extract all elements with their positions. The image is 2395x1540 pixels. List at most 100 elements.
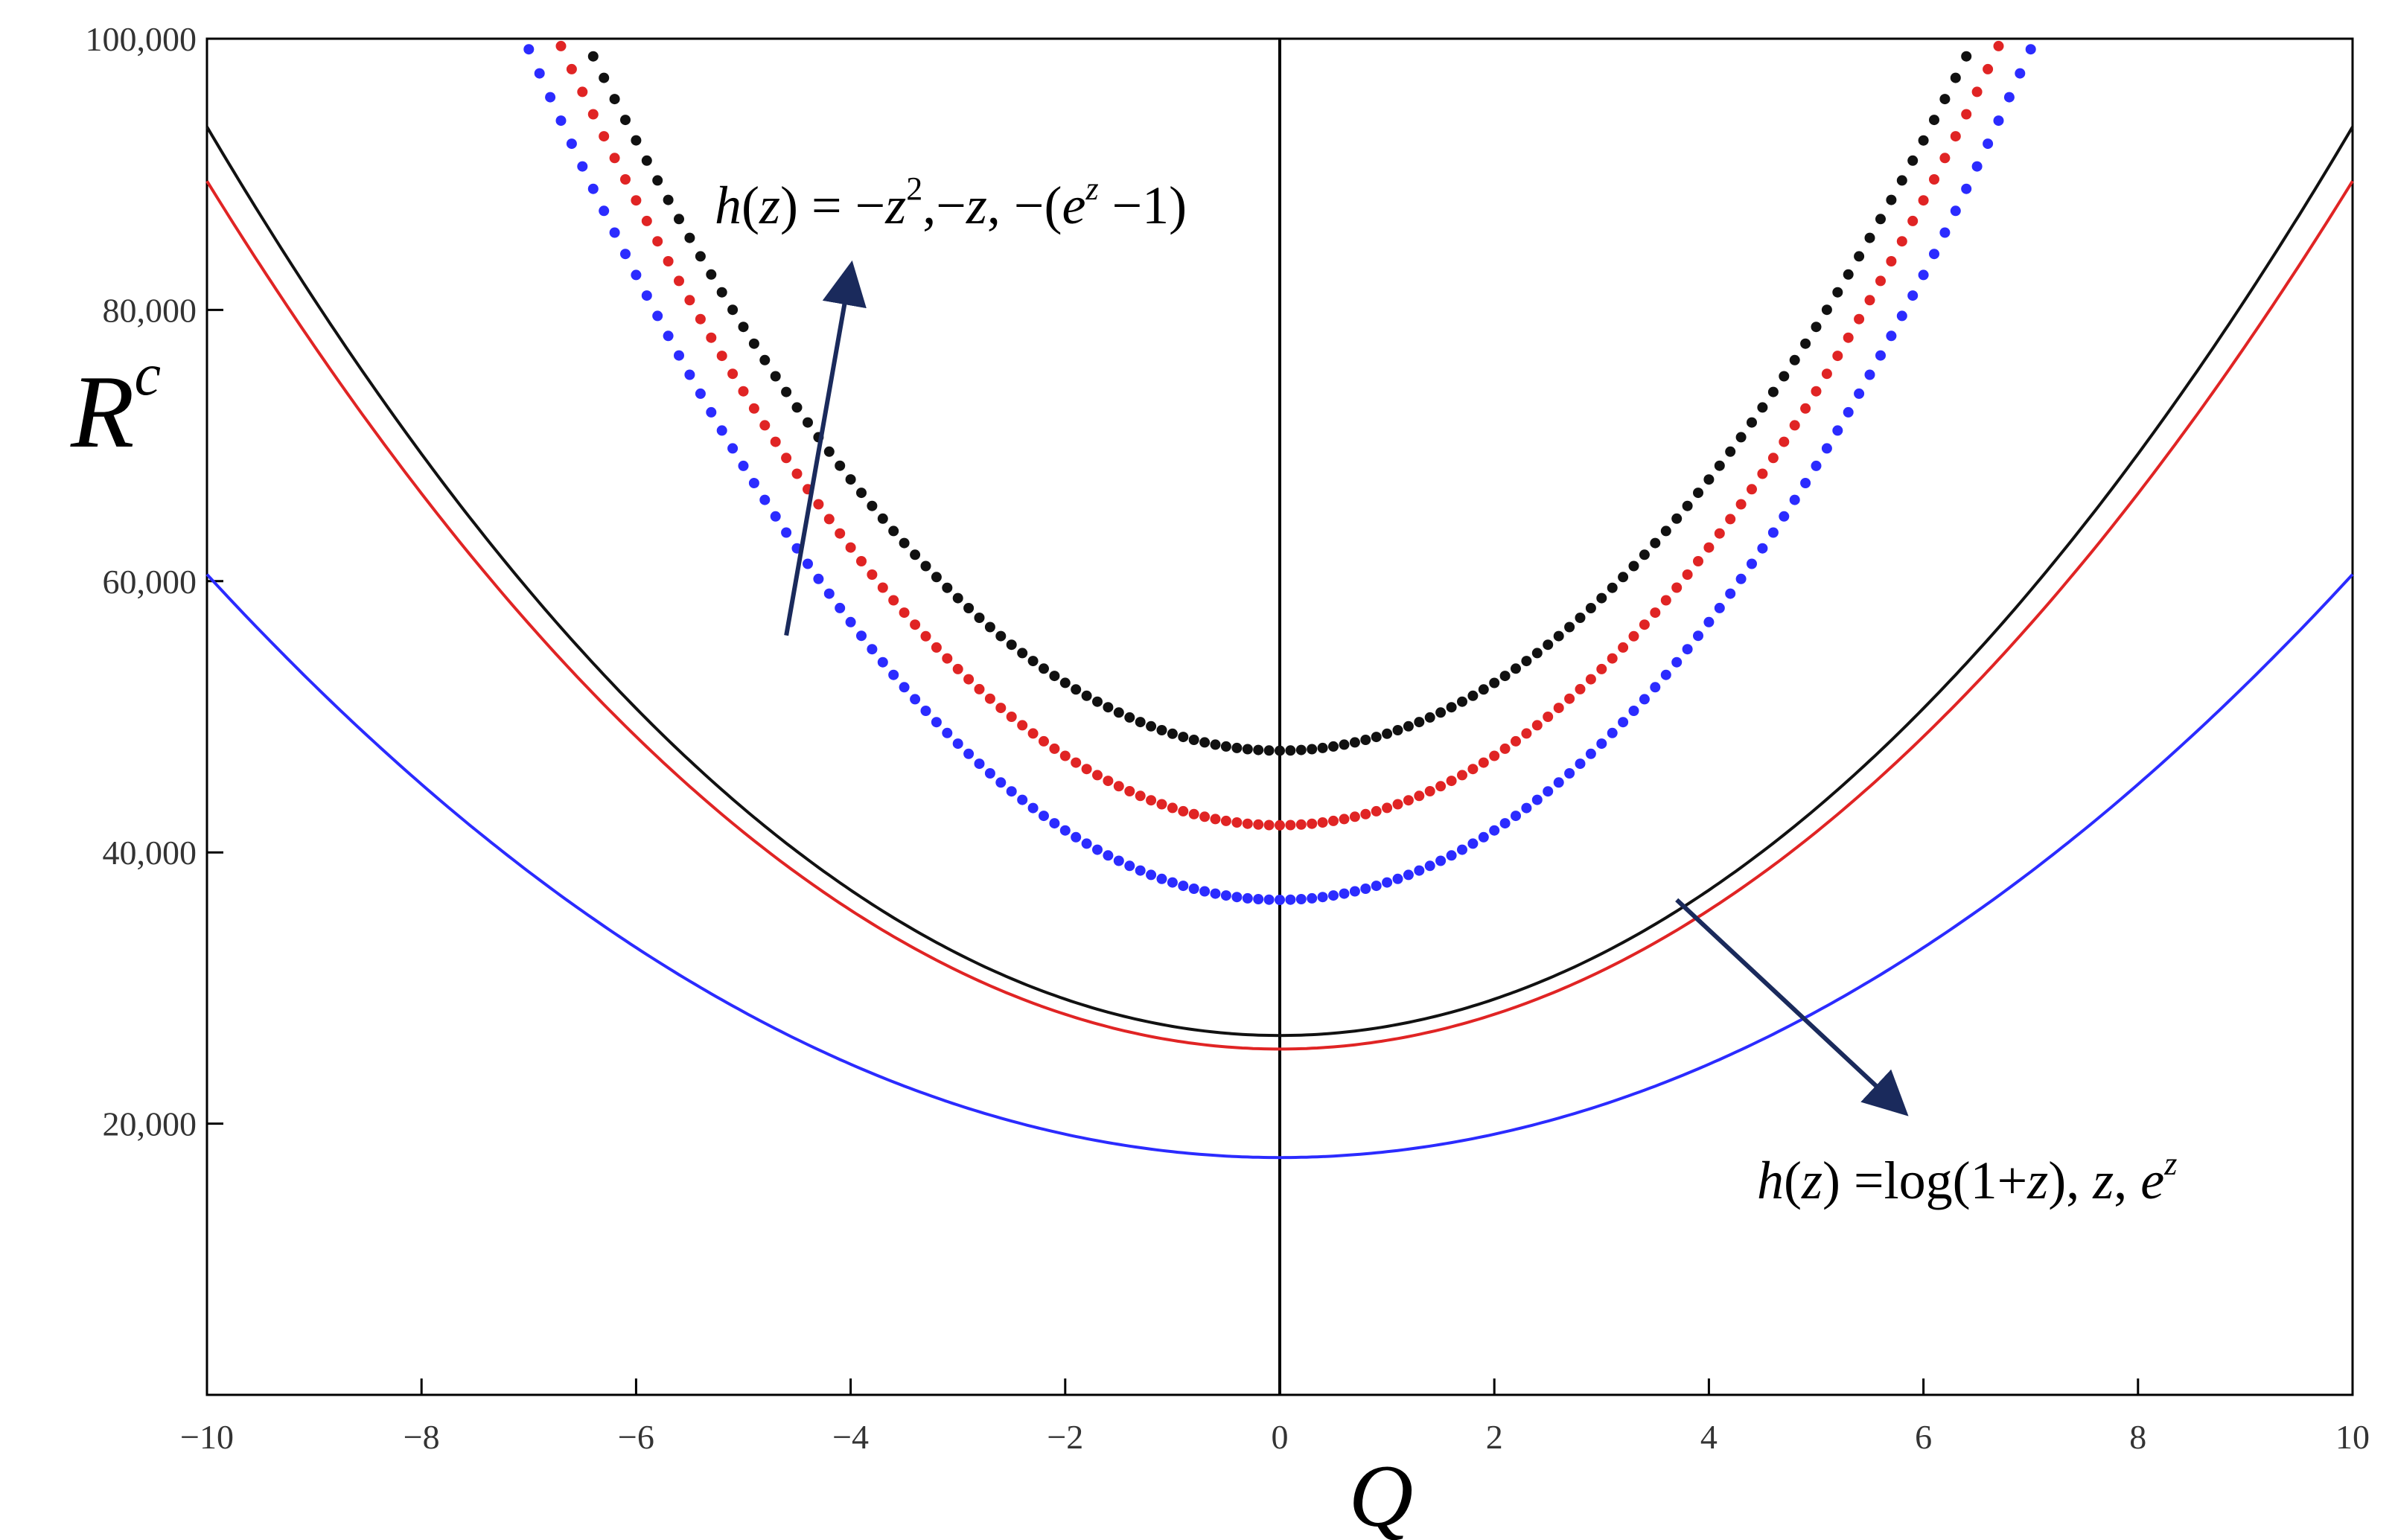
series-point [1220,890,1231,901]
series-point [1607,582,1618,593]
series-point [1789,420,1800,431]
series-point [1511,735,1521,747]
series-point [1124,786,1135,796]
x-tick-label: 10 [2335,1418,2370,1456]
series-point [963,674,975,685]
series-point [1543,786,1554,797]
annotation-text-part: , −( [987,176,1062,235]
annotation-text-part: z [1801,1151,1822,1210]
series-point [1811,460,1822,471]
series-point [1478,684,1489,695]
series-point [1446,776,1457,787]
series-point [1017,648,1028,659]
series-point [942,582,953,593]
x-tick-label: −8 [404,1418,440,1456]
x-tick-label: 6 [1915,1418,1932,1456]
series-point [1156,873,1167,884]
series-point [1521,656,1532,667]
annotation-text-part: z [2092,1151,2114,1210]
series-point [1339,888,1350,899]
series-point [1081,690,1092,701]
series-point [1585,674,1596,685]
series-point [877,582,888,593]
series-point [1457,696,1467,707]
series-point [1575,613,1586,623]
series-point [1178,881,1189,892]
series-point [1800,403,1811,414]
y-axis-title-superscript: c [135,342,162,408]
series-point [984,693,995,704]
series-point [1714,528,1725,539]
series-point [706,332,717,343]
series-point [1167,728,1178,739]
series-point [1446,702,1457,713]
annotation-text-part: z [966,176,987,235]
series-point [1435,855,1447,866]
series-point [727,304,739,316]
series-point [1392,799,1403,810]
series-point [620,174,631,185]
series-point [2003,92,2015,103]
series-point [1596,592,1607,604]
series-point [1821,304,1832,316]
series-point [963,748,975,759]
series-point [995,703,1007,714]
series-point [1821,443,1832,454]
y-tick-label: 40,000 [103,834,197,872]
series-point [1210,814,1221,825]
series-point [1113,855,1124,866]
series-point [1929,115,1939,126]
series-point [1124,860,1135,872]
series-point [1188,884,1199,894]
series-point [1414,717,1425,728]
series-point [599,205,610,217]
series-point [1210,888,1221,899]
series-point [1403,795,1414,806]
series-point [1467,690,1479,701]
series-point [748,338,759,349]
series-point [1800,478,1811,488]
series-point [1628,630,1639,642]
series-point [555,40,567,51]
x-tick-label: −6 [618,1418,654,1456]
series-point [1499,818,1511,829]
series-point [974,683,985,694]
series-point [1564,693,1575,704]
series-point [1403,869,1414,881]
series-point [587,183,599,194]
series-point [1747,484,1757,495]
series-point [684,369,695,380]
series-point [877,656,888,668]
series-point [1360,808,1371,819]
series-point [1242,744,1253,755]
annotation-layer: h(z) = −z2,−z, −(ez −1)h(z) =log(1+z), z… [715,170,2177,1210]
series-point [1714,602,1725,613]
series-point [803,558,813,569]
series-point [1511,811,1521,822]
series-point [899,682,910,693]
series-point [1553,777,1564,788]
series-point [1489,677,1500,688]
series-point [910,694,921,705]
series-point [738,460,749,471]
series-point [1103,776,1114,787]
series-point [920,706,931,716]
series-point [974,613,985,623]
series-point [1886,330,1897,342]
series-point [1864,295,1875,306]
series-point [1875,350,1886,361]
series-point [1295,894,1307,904]
series-point [1039,735,1049,747]
series-point [1135,790,1146,802]
series-point [534,68,545,79]
series-point [1092,770,1103,781]
series-point [813,499,824,510]
series-point [1188,808,1199,819]
series-point [1124,712,1135,723]
series-point [931,717,942,728]
series-point [1553,703,1564,714]
series-point [1435,707,1447,718]
series-dotted-black [587,51,1972,756]
series-point [716,351,727,362]
series-point [1317,817,1328,828]
